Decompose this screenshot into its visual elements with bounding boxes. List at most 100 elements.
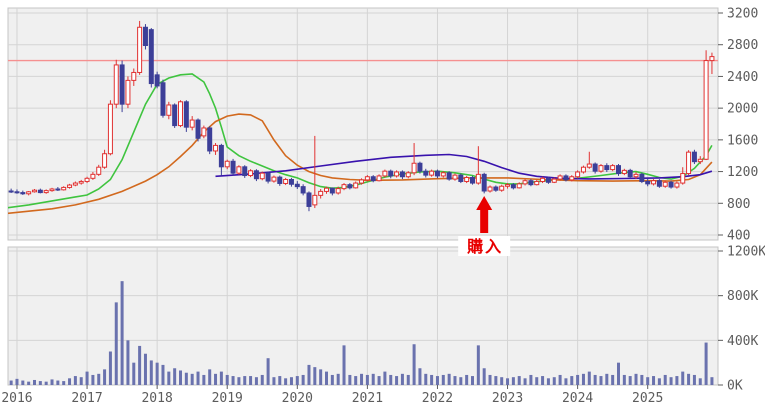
volume-bar (529, 374, 533, 385)
candle-body (516, 183, 522, 189)
volume-bar (652, 376, 656, 385)
volume-bar (179, 370, 182, 385)
volume-bar (471, 376, 474, 385)
candle-body (376, 175, 382, 182)
buy-label: 購入 (466, 237, 503, 256)
year-axis-tick-label: 2019 (212, 391, 243, 406)
volume-bar (523, 378, 527, 385)
volume-bar (552, 377, 556, 385)
candle-body (557, 175, 563, 180)
volume-bar (254, 377, 258, 385)
volume-panel (7, 246, 719, 386)
candle-body (72, 182, 78, 186)
candle-body (84, 177, 90, 182)
volume-bar (126, 340, 130, 385)
candle-body (691, 151, 697, 163)
year-axis-tick-label: 2022 (422, 391, 453, 406)
volume-bar (640, 374, 644, 385)
volume-bar (15, 378, 19, 385)
volume-bar (108, 351, 112, 385)
candle-body (107, 103, 113, 155)
candle-body (429, 170, 435, 176)
candle-body (90, 173, 96, 179)
price-panel (7, 7, 719, 241)
year-axis-tick-label: 2025 (632, 391, 663, 406)
candle-body (440, 172, 446, 177)
candle-body (236, 166, 242, 174)
candle-body (347, 184, 353, 189)
volume-bar (97, 373, 101, 385)
candle-body (405, 172, 411, 178)
candle-body (651, 180, 657, 185)
candle-body (172, 104, 178, 127)
volume-bar (494, 376, 498, 385)
candle-body (621, 169, 627, 175)
volume-bar (266, 358, 270, 385)
volume-bar (342, 345, 346, 385)
candle-body (131, 71, 137, 81)
candle-body (639, 173, 645, 182)
volume-bar (219, 371, 223, 385)
volume-bar (424, 373, 428, 385)
candle-body (580, 166, 586, 173)
candle-body (510, 184, 516, 189)
volume-bar (301, 374, 305, 385)
candle-body (242, 166, 248, 177)
candle-body (259, 172, 265, 180)
volume-bar (587, 371, 591, 385)
candle-body (388, 170, 394, 177)
buy-annotation: 購入 (458, 196, 511, 256)
candle-body (201, 127, 207, 137)
volume-bar (406, 374, 410, 385)
volume-bar (214, 373, 218, 385)
candle-body (434, 170, 440, 177)
volume-bar (611, 374, 615, 385)
candle-body (312, 194, 318, 206)
volume-bar (348, 374, 352, 385)
volume-bar (278, 376, 282, 385)
volume-bar (546, 378, 550, 385)
volume-bar (430, 374, 434, 385)
volume-bar (564, 378, 568, 385)
volume-bar (576, 374, 580, 385)
candle-body (306, 192, 312, 207)
candle-body (645, 180, 651, 185)
volume-bar (511, 377, 515, 385)
candle-body (493, 186, 499, 191)
volume-bar (149, 360, 153, 385)
volume-bar (289, 377, 293, 385)
volume-bar (412, 344, 416, 385)
volume-bar (272, 377, 276, 385)
volume-bar (675, 376, 679, 385)
volume-bar (50, 379, 54, 385)
candle-body (341, 184, 347, 190)
volume-bar (143, 353, 147, 385)
volume-bar (231, 376, 235, 385)
candle-body (119, 64, 125, 105)
price-axis-tick-label: 400 (727, 229, 750, 244)
candle-body (148, 29, 154, 85)
candle-body (329, 187, 335, 194)
volume-bar (114, 302, 118, 385)
volume-bar (9, 380, 13, 385)
candle-body (534, 180, 540, 186)
volume-bar (319, 369, 323, 385)
candle-body (14, 191, 20, 194)
candle-body (195, 119, 201, 139)
volume-bar (295, 376, 299, 385)
volume-bar (506, 378, 510, 385)
volume-bar (383, 371, 387, 385)
candle-body (166, 104, 172, 116)
candle-body (8, 190, 14, 193)
volume-bar (336, 373, 340, 385)
volume-bar (79, 377, 83, 385)
candle-body (680, 173, 686, 184)
buy-arrow-icon (476, 196, 493, 210)
volume-bar (138, 345, 142, 385)
candle-body (218, 144, 224, 168)
volume-bar (190, 373, 194, 385)
volume-bar (617, 362, 620, 385)
candle-body (505, 184, 511, 187)
year-axis-tick-label: 2017 (71, 391, 102, 406)
candle-body (142, 26, 148, 47)
